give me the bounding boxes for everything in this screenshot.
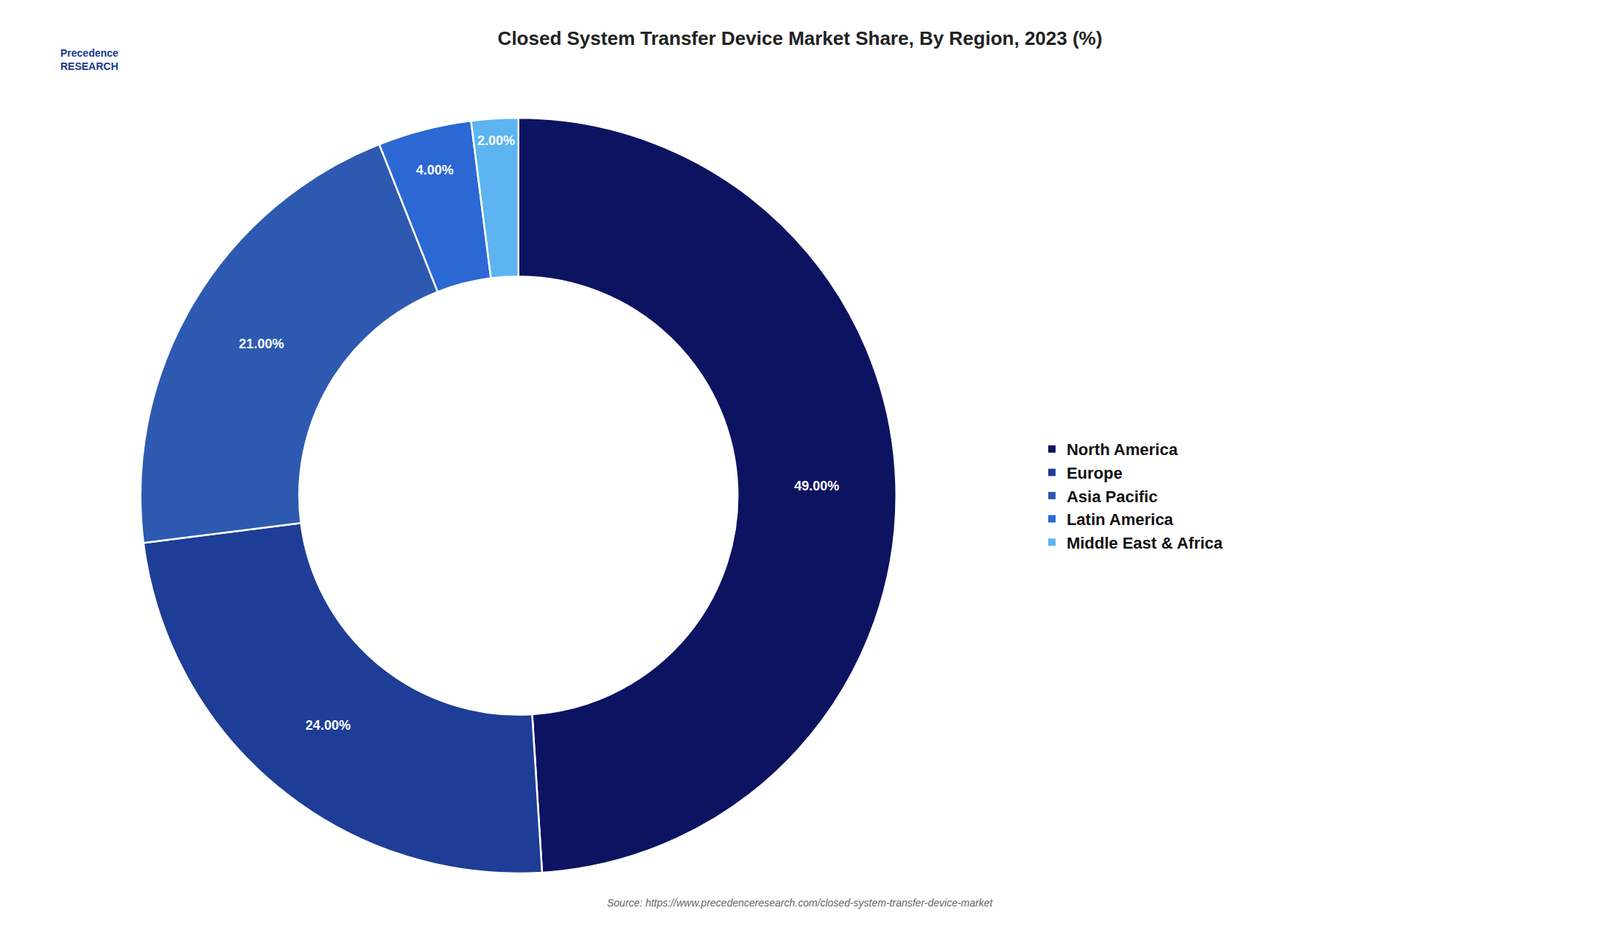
svg-text:PrecedenceRESEARCH: PrecedenceRESEARCH xyxy=(60,47,119,73)
svg-text:4.00%: 4.00% xyxy=(416,162,454,178)
svg-text:24.00%: 24.00% xyxy=(305,718,351,733)
svg-text:Latin America: Latin America xyxy=(1066,510,1174,529)
svg-text:Closed System Transfer Device: Closed System Transfer Device Market Sha… xyxy=(497,27,1103,50)
svg-text:North America: North America xyxy=(1066,440,1179,459)
svg-text:Asia Pacific: Asia Pacific xyxy=(1066,487,1159,507)
svg-text:21.00%: 21.00% xyxy=(238,336,284,352)
svg-text:49.00%: 49.00% xyxy=(794,478,840,494)
svg-text:Middle East & Africa: Middle East & Africa xyxy=(1066,534,1224,553)
svg-text:Europe: Europe xyxy=(1066,464,1123,483)
svg-text:2.00%: 2.00% xyxy=(477,133,515,149)
svg-text:Source: https://www.precedence: Source: https://www.precedenceresearch.c… xyxy=(606,897,994,910)
